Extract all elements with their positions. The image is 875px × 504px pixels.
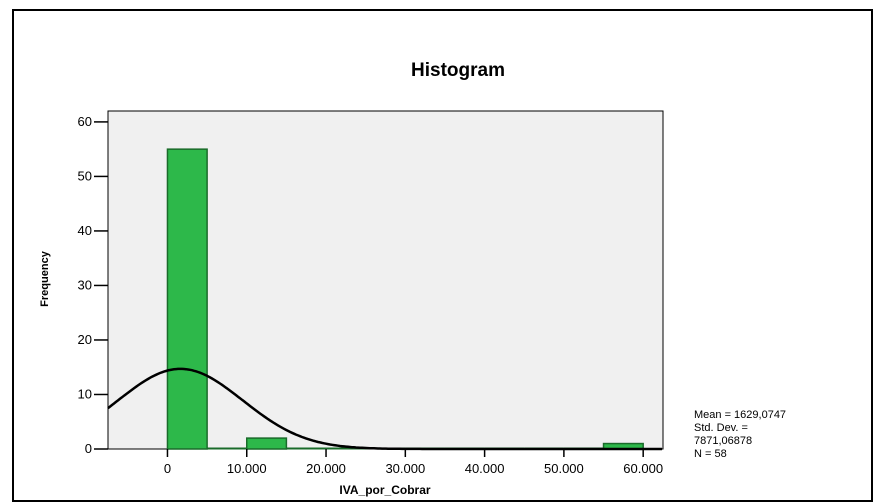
y-tick-label-0: 0: [85, 441, 92, 456]
stats-std-value: 7871,06878: [694, 435, 752, 447]
y-tick-label-3: 30: [78, 277, 92, 292]
y-axis: 0 10 20 30 40 50 60: [78, 114, 108, 456]
x-tick-label-0: 0: [164, 461, 171, 476]
chart-title: Histogram: [411, 60, 505, 81]
y-tick-label-5: 50: [78, 168, 92, 183]
stats-mean: Mean = 1629,0747: [694, 409, 786, 421]
histogram-bar-2: [246, 437, 288, 450]
x-tick-label-6: 60.000: [623, 461, 663, 476]
x-tick-label-1: 10.000: [227, 461, 267, 476]
x-tick-label-5: 50.000: [544, 461, 584, 476]
stats-n: N = 58: [694, 448, 727, 460]
y-tick-label-4: 40: [78, 223, 92, 238]
y-tick-label-6: 60: [78, 114, 92, 129]
stats-box: Mean = 1629,0747 Std. Dev. = 7871,06878 …: [694, 409, 786, 460]
x-axis: 0 10.000 20.000 30.000 40.000 50.000 60.000: [164, 449, 663, 476]
stats-std-label: Std. Dev. =: [694, 422, 748, 434]
x-tick-label-3: 30.000: [385, 461, 425, 476]
y-tick-label-2: 20: [78, 332, 92, 347]
normal-curve: [107, 367, 662, 451]
y-axis-label: Frequency: [39, 250, 51, 307]
x-tick-label-2: 20.000: [306, 461, 346, 476]
x-tick-label-4: 40.000: [465, 461, 505, 476]
histogram-bar-0: [166, 148, 208, 450]
x-axis-label: IVA_por_Cobrar: [339, 483, 430, 497]
y-tick-label-1: 10: [78, 386, 92, 401]
